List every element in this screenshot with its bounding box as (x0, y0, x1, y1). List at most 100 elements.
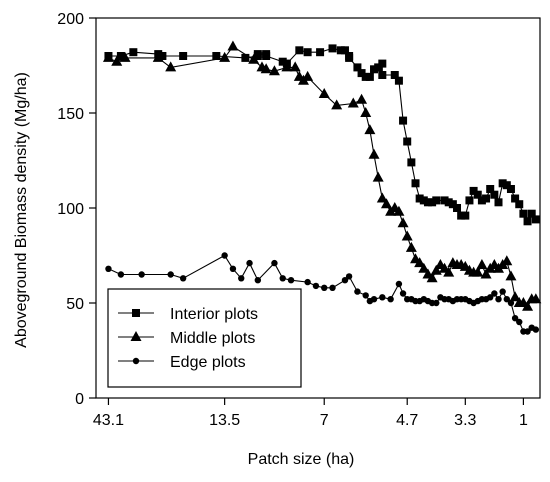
data-point-triangle (281, 61, 293, 72)
data-point-circle (524, 328, 531, 335)
data-point-triangle (505, 270, 517, 281)
data-point-square (490, 190, 499, 199)
data-point-square (179, 52, 188, 60)
data-point-circle (238, 275, 245, 282)
data-point-triangle (268, 65, 280, 76)
x-tick-label: 43.1 (93, 412, 124, 429)
data-point-circle (487, 294, 494, 301)
data-point-circle (370, 296, 378, 303)
data-point-square (502, 181, 511, 190)
data-point-square (506, 185, 515, 193)
data-point-square (253, 50, 262, 59)
data-point-triangle (260, 63, 272, 74)
data-point-circle (491, 290, 498, 297)
data-point-triangle (368, 148, 380, 159)
x-tick-label: 7 (320, 412, 329, 429)
data-point-circle (499, 288, 506, 295)
data-point-triangle (248, 53, 260, 64)
data-point-square (129, 48, 138, 57)
data-point-square (278, 57, 287, 66)
data-point-circle (254, 277, 262, 284)
data-point-circle (395, 280, 403, 288)
data-point-square (303, 48, 312, 57)
data-point-circle (271, 259, 278, 267)
data-point-triangle (530, 293, 542, 304)
data-point-triangle (302, 70, 314, 81)
data-point-triangle (472, 266, 484, 277)
data-point-triangle (522, 300, 534, 311)
data-point-square (411, 179, 420, 188)
data-point-square (453, 204, 462, 212)
data-point-square (340, 46, 349, 55)
data-point-circle (387, 296, 394, 303)
data-point-square (444, 198, 453, 207)
data-point-circle (379, 294, 386, 301)
data-point-square (390, 71, 399, 79)
data-point-triangle (393, 205, 405, 216)
series-line (108, 47, 537, 223)
data-point-triangle (364, 124, 376, 135)
data-point-square (473, 190, 482, 199)
data-point-triangle (152, 51, 164, 62)
data-point-square (403, 137, 412, 146)
data-point-circle (341, 277, 349, 284)
data-point-triangle (501, 255, 513, 266)
legend-label: Middle plots (170, 330, 255, 347)
data-point-circle (511, 315, 519, 322)
data-point-triangle (414, 257, 426, 268)
data-point-triangle (380, 198, 392, 209)
data-point-square (498, 179, 507, 188)
data-point-square (486, 185, 495, 193)
data-point-triangle (397, 217, 409, 228)
data-point-square (423, 198, 432, 207)
data-point-circle (399, 290, 407, 297)
data-point-circle (287, 277, 295, 284)
data-point-square (448, 200, 457, 209)
series-circle (105, 252, 540, 335)
data-point-square (212, 52, 221, 60)
data-point-square (465, 196, 474, 205)
data-point-circle (304, 278, 311, 286)
data-point-circle (105, 265, 112, 272)
data-point-square (432, 196, 441, 205)
y-tick-label: 100 (57, 201, 84, 218)
y-tick-label: 50 (66, 296, 84, 313)
data-point-triangle (356, 93, 368, 104)
legend-label: Interior plots (170, 306, 258, 323)
data-point-triangle (102, 51, 114, 62)
data-point-square (116, 52, 125, 60)
data-point-triangle (111, 55, 123, 66)
data-point-triangle (289, 61, 301, 72)
data-point-square (374, 63, 383, 72)
data-point-triangle (418, 262, 430, 273)
legend-marker-square (132, 309, 140, 317)
data-point-square (519, 209, 528, 218)
data-point-circle (433, 299, 440, 307)
data-point-square (482, 194, 491, 203)
data-point-square (365, 72, 374, 81)
x-axis-title: Patch size (ha) (248, 451, 355, 468)
data-point-triangle (165, 61, 177, 72)
data-point-square (345, 53, 354, 62)
axes-layer: 0 50 100 150 200 43.1 13.5 7 4.7 3.3 1 (57, 11, 541, 429)
series-square (104, 44, 540, 226)
data-point-circle (354, 288, 361, 295)
data-point-triangle (426, 272, 438, 283)
data-point-square (158, 52, 167, 60)
data-point-square (531, 215, 540, 224)
legend-box (107, 288, 302, 388)
data-point-circle (507, 299, 515, 307)
y-tick-label: 200 (57, 11, 84, 28)
x-tick-label: 13.5 (209, 412, 240, 429)
data-point-square (295, 46, 304, 55)
data-point-square (461, 211, 470, 220)
data-point-triangle (401, 230, 413, 241)
data-point-circle (345, 273, 353, 280)
data-point-circle (516, 318, 523, 326)
data-point-square (440, 196, 449, 205)
series-line (108, 45, 536, 308)
data-point-triangle (372, 171, 384, 182)
data-point-circle (312, 282, 320, 290)
data-point-square (469, 186, 478, 195)
